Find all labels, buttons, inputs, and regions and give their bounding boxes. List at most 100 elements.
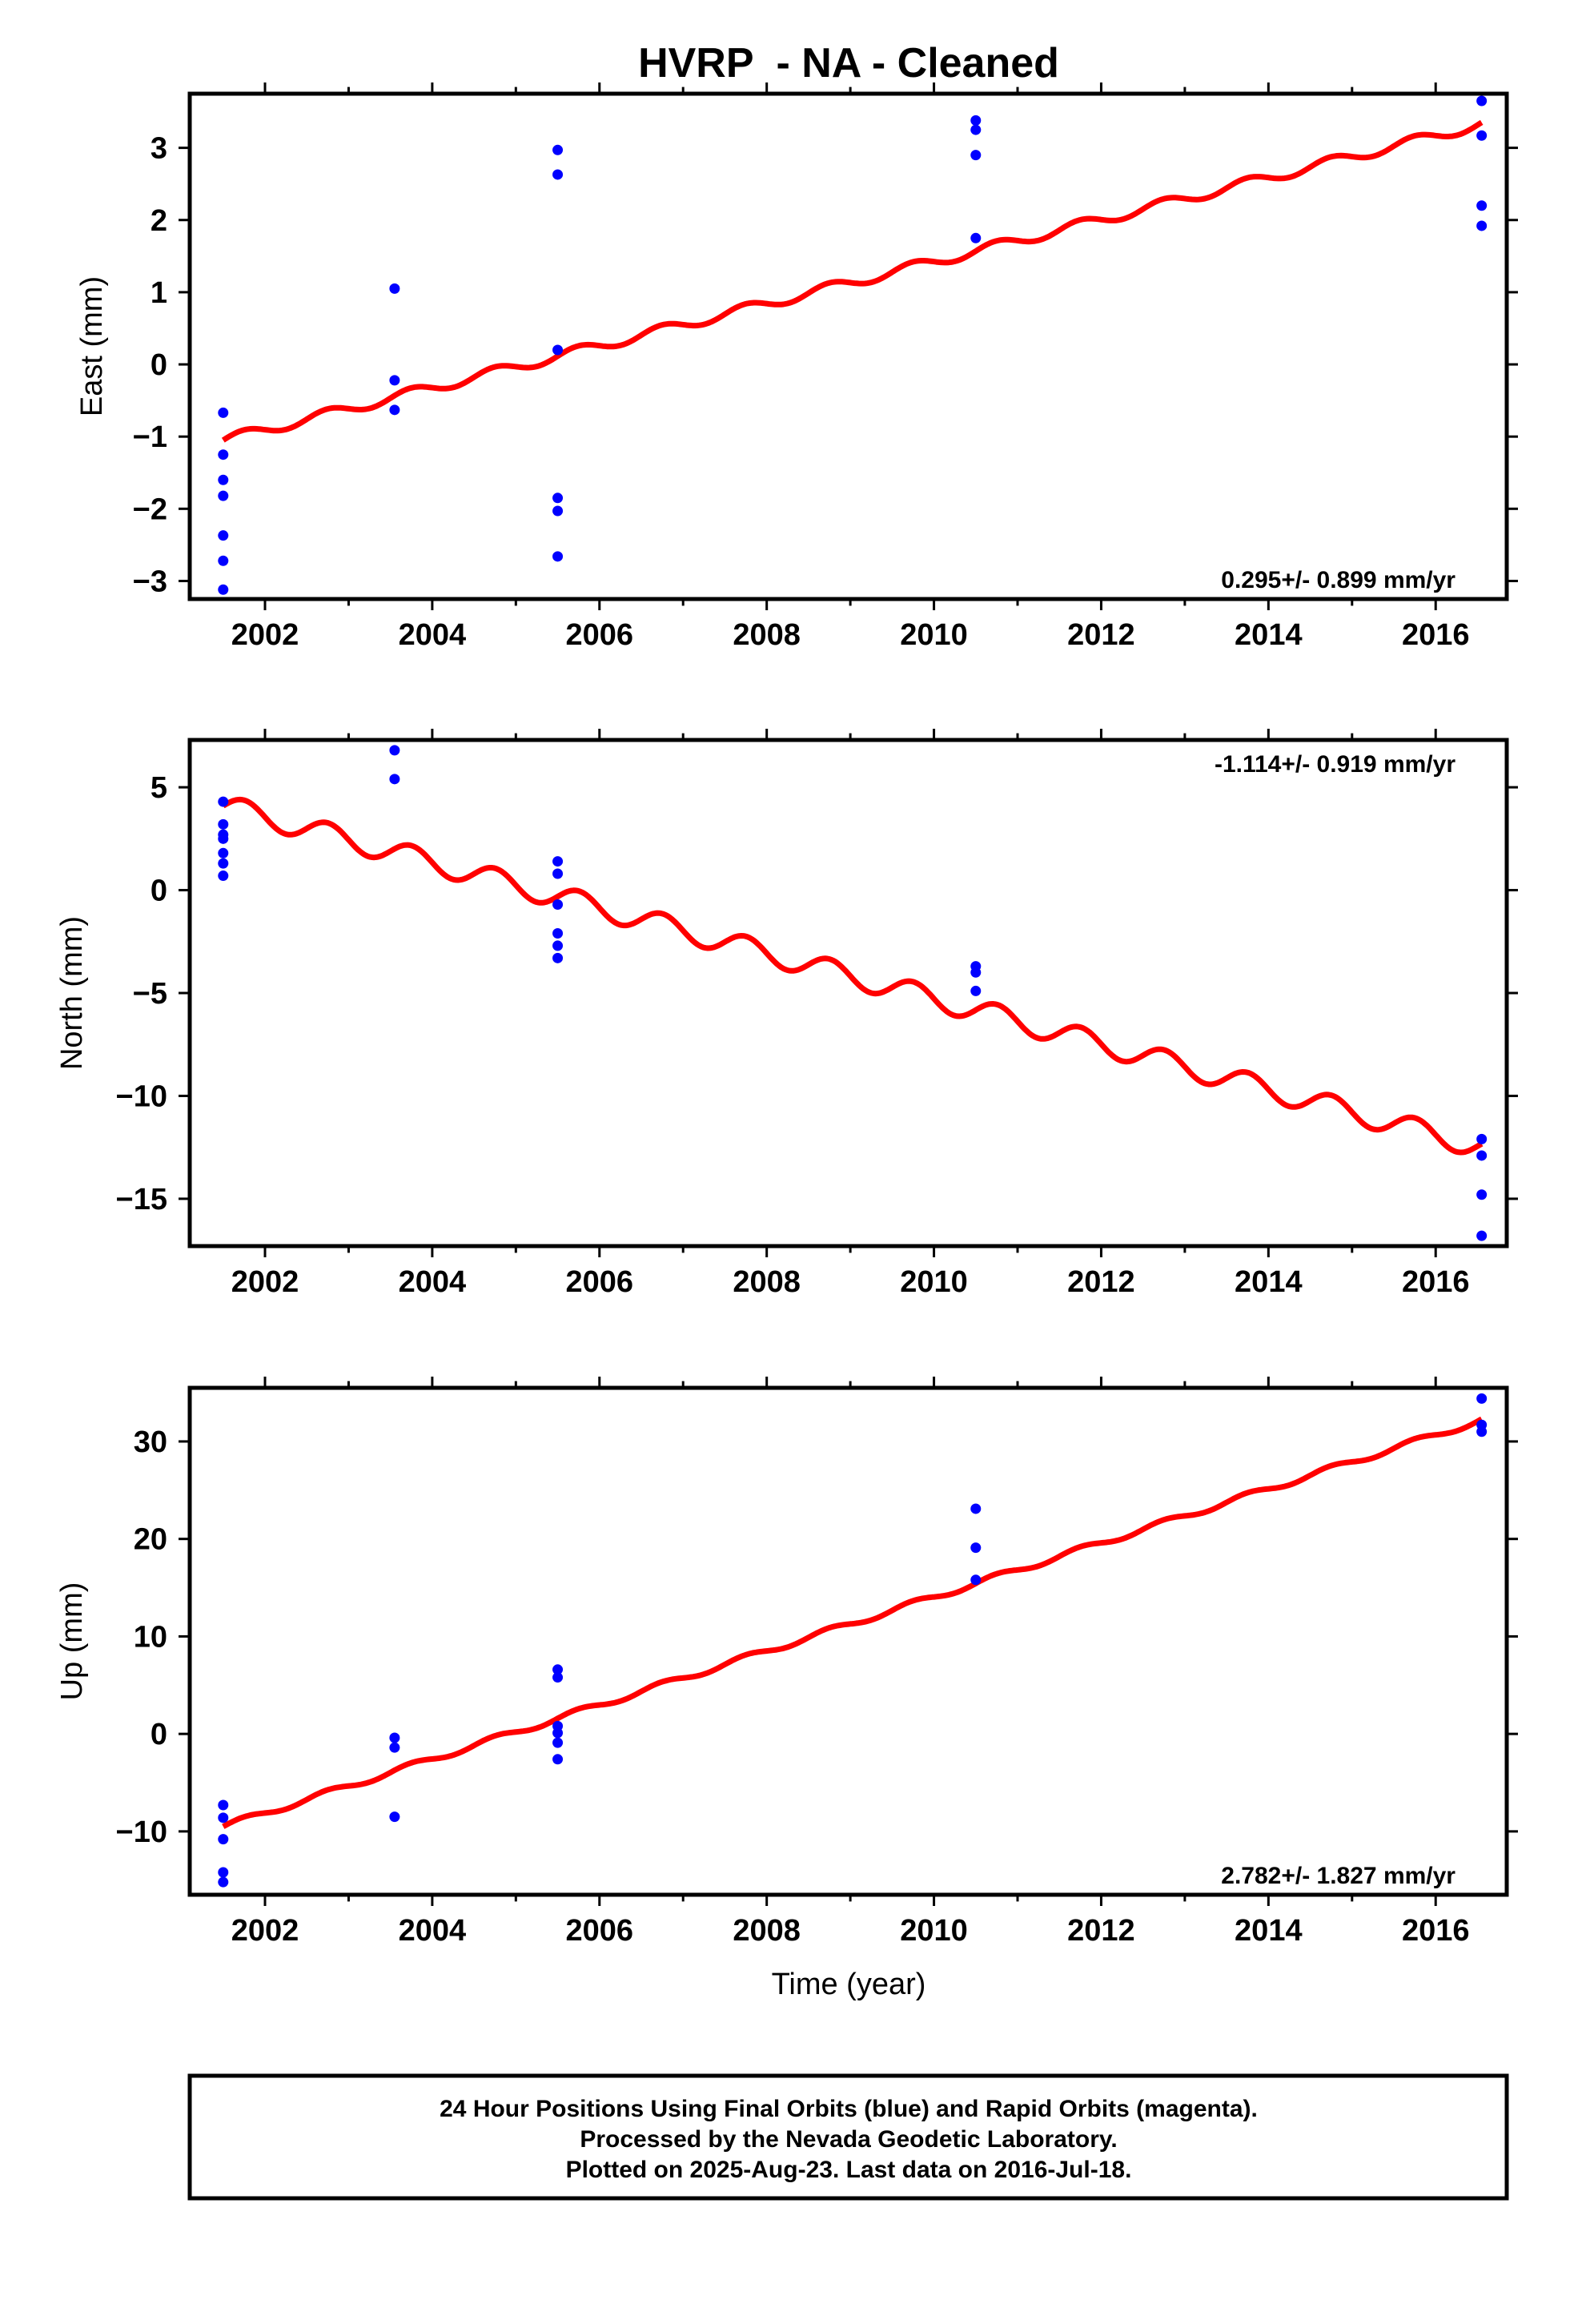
north-data-point (1476, 1230, 1488, 1241)
east-x-tick-label: 2004 (399, 618, 467, 652)
east-y-tick-label: −1 (133, 420, 167, 454)
up-data-point (552, 1754, 564, 1765)
up-x-tick-label: 2014 (1235, 1914, 1303, 1948)
up-velocity-label: 2.782+/- 1.827 mm/yr (1221, 1863, 1456, 1889)
east-x-tick-label: 2012 (1067, 618, 1135, 652)
north-data-point (552, 868, 564, 879)
east-data-point (218, 530, 229, 541)
up-model-line (222, 1416, 1484, 1829)
up-data-point (552, 1737, 564, 1748)
east-data-point (552, 551, 564, 562)
east-panel: 2002 2004 2006 2008 2010 2012 2014 2016 −3 −2 −1 0 1… (75, 82, 1518, 652)
north-data-point (218, 870, 229, 882)
up-x-tick-label: 2008 (733, 1914, 801, 1948)
east-data-point (552, 344, 564, 356)
east-data-point (218, 555, 229, 566)
east-y-tick-label: 3 (151, 132, 167, 166)
north-data-point (552, 940, 564, 951)
east-x-tick-label: 2010 (900, 618, 968, 652)
east-data-point (970, 232, 982, 243)
up-y-tick-label: 0 (151, 1718, 167, 1751)
up-data-point (970, 1542, 982, 1554)
up-data-point (218, 1799, 229, 1811)
north-velocity-label: -1.114+/- 0.919 mm/yr (1215, 751, 1456, 778)
up-y-tick-label: −10 (116, 1815, 167, 1849)
up-x-tick-label: 2004 (399, 1914, 467, 1948)
up-panel: 2002 2004 2006 2008 2010 2012 2014 2016 −10 0 10 20… (55, 1377, 1518, 1948)
up-x-tick-label: 2016 (1402, 1914, 1470, 1948)
north-data-point (389, 774, 400, 785)
north-data-point (218, 796, 229, 807)
up-data-point (389, 1811, 400, 1823)
north-data-point (552, 927, 564, 939)
up-x-tick-label: 2010 (900, 1914, 968, 1948)
east-y-tick-label: −2 (133, 493, 167, 526)
north-y-tick-label: 0 (151, 875, 167, 908)
east-y-tick-label: 1 (151, 276, 167, 310)
up-data-point (389, 1742, 400, 1753)
up-data-point (218, 1867, 229, 1878)
east-data-point (218, 474, 229, 485)
north-x-tick-label: 2008 (733, 1265, 801, 1299)
up-plot-frame (187, 1385, 1509, 1897)
up-x-tick-label: 2002 (231, 1914, 299, 1948)
x-axis-label: Time (year) (772, 1968, 926, 2001)
east-data-point (1476, 200, 1488, 211)
east-velocity-label: 0.295+/- 0.899 mm/yr (1221, 567, 1456, 593)
east-data-point (218, 449, 229, 460)
north-x-tick-label: 2004 (399, 1265, 467, 1299)
up-y-axis-label: Up (mm) (55, 1582, 89, 1701)
north-data-point (389, 745, 400, 756)
east-x-tick-label: 2014 (1235, 618, 1303, 652)
up-data-point (389, 1732, 400, 1743)
east-data-point (389, 375, 400, 386)
east-data-point (970, 115, 982, 126)
east-x-tick-label: 2002 (231, 618, 299, 652)
east-y-tick-label: 0 (151, 348, 167, 382)
east-plot-frame (187, 91, 1509, 601)
north-data-point (218, 818, 229, 830)
north-data-point (552, 899, 564, 911)
north-x-tick-label: 2006 (566, 1265, 634, 1299)
north-data-point (970, 985, 982, 996)
east-data-point (218, 584, 229, 595)
north-y-tick-label: −15 (116, 1183, 167, 1216)
north-data-point (218, 847, 229, 858)
panels: 2002 2004 2006 2008 2010 2012 2014 2016−3−2−101… (55, 82, 1518, 1948)
north-y-tick-label: −5 (133, 977, 167, 1011)
east-data-point (970, 150, 982, 161)
up-data-point (552, 1727, 564, 1739)
east-y-tick-label: −3 (133, 565, 167, 598)
up-data-point (218, 1812, 229, 1823)
north-x-tick-label: 2016 (1402, 1265, 1470, 1299)
north-data-point (218, 833, 229, 844)
east-data-point (389, 283, 400, 294)
north-model-line (222, 796, 1484, 1156)
up-data-point (552, 1664, 564, 1675)
east-y-tick-label: 2 (151, 204, 167, 238)
up-y-tick-label: 20 (134, 1523, 167, 1557)
chart-title: HVRP - NA - Cleaned (638, 40, 1059, 86)
east-data-point (218, 407, 229, 418)
up-data-point (1476, 1426, 1488, 1437)
east-data-point (970, 124, 982, 135)
north-data-point (970, 967, 982, 978)
east-data-point (218, 490, 229, 501)
east-data-point (389, 404, 400, 416)
north-x-tick-label: 2010 (900, 1265, 968, 1299)
up-y-tick-label: 30 (134, 1425, 167, 1459)
east-data-point (552, 493, 564, 504)
up-y-tick-label: 10 (134, 1620, 167, 1654)
north-y-tick-label: 5 (151, 771, 167, 805)
east-data-point (552, 144, 564, 155)
north-y-tick-label: −10 (116, 1080, 167, 1113)
up-data-point (218, 1834, 229, 1845)
north-plot-frame (187, 738, 1509, 1248)
north-x-tick-label: 2012 (1067, 1265, 1135, 1299)
east-data-point (552, 169, 564, 180)
north-data-point (218, 858, 229, 869)
up-data-point (218, 1876, 229, 1888)
footer-line-1: 24 Hour Positions Using Final Orbits (bl… (440, 2096, 1258, 2122)
east-data-point (1476, 95, 1488, 107)
